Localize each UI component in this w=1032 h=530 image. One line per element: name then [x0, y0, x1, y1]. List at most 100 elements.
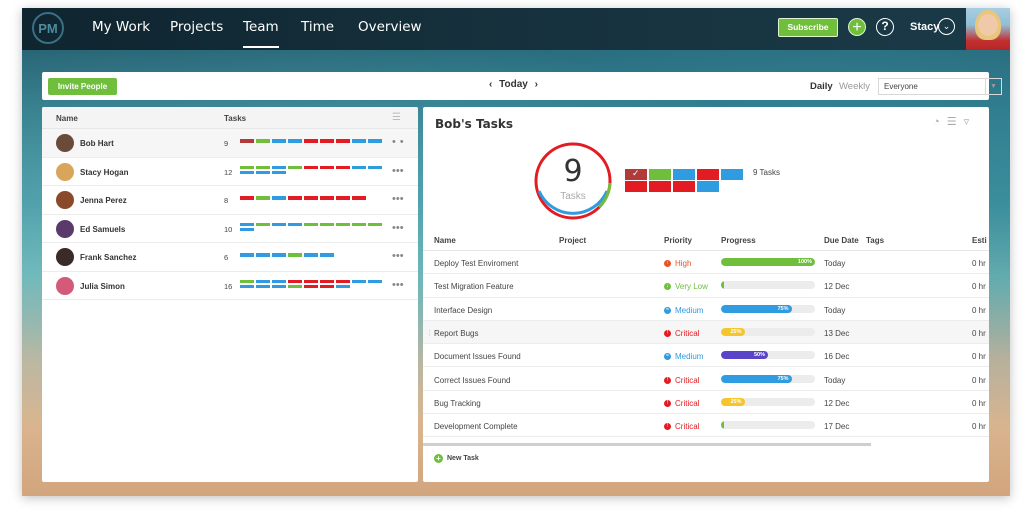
task-bar-segment	[272, 222, 286, 226]
task-priority[interactable]: ↓ Very Low	[664, 282, 708, 291]
view-daily-tab[interactable]: Daily	[810, 81, 833, 92]
col-tags[interactable]: Tags	[866, 236, 885, 245]
nav-tab-team[interactable]: Team	[243, 19, 279, 48]
task-estimate[interactable]: 0 hr	[972, 398, 986, 408]
completed-task-square[interactable]: ✓	[625, 168, 647, 180]
add-icon[interactable]: +	[848, 18, 866, 36]
task-name[interactable]: Development Complete	[434, 422, 518, 432]
task-estimate[interactable]: 0 hr	[972, 305, 986, 315]
task-name[interactable]: Deploy Test Enviroment	[434, 259, 519, 268]
task-bar-segment	[320, 139, 334, 143]
task-due-date[interactable]: Today	[824, 375, 846, 385]
task-row[interactable]: Test Migration Feature ↓ Very Low 12 Dec 0 h…	[423, 274, 989, 298]
more-options-icon[interactable]: •••	[392, 250, 404, 262]
task-name[interactable]: Test Migration Feature	[434, 282, 514, 292]
user-name[interactable]: Stacy	[910, 21, 940, 33]
task-square[interactable]	[697, 181, 719, 192]
task-square[interactable]	[697, 169, 719, 180]
task-square[interactable]	[721, 169, 743, 180]
team-member-row[interactable]: Frank Sanchez 6 •••	[42, 243, 418, 272]
team-member-row[interactable]: Julia Simon 16 •••	[42, 272, 418, 300]
more-options-icon[interactable]: •••	[392, 164, 404, 177]
task-name[interactable]: Interface Design	[434, 305, 493, 315]
task-due-date[interactable]: 17 Dec	[824, 422, 850, 432]
prev-date-icon[interactable]: ‹	[489, 79, 493, 90]
chevron-down-icon[interactable]: ▼	[985, 79, 1001, 94]
task-row[interactable]: Correct Issues Found! Critical 75% Today 0 h…	[423, 368, 989, 391]
team-member-row[interactable]: Ed Samuels 10 •••	[42, 215, 418, 243]
progress-label: 100%	[797, 259, 812, 265]
col-name[interactable]: Name	[434, 236, 456, 245]
horizontal-scrollbar[interactable]	[423, 443, 871, 446]
task-row[interactable]: Interface Design = Medium 75% Today 0 hr	[423, 298, 989, 321]
settings-sliders-icon[interactable]: ☰	[392, 112, 401, 123]
user-avatar[interactable]	[966, 8, 1010, 50]
task-square[interactable]	[649, 169, 671, 180]
new-task-button[interactable]: + New Task	[434, 454, 479, 463]
task-estimate[interactable]: 0 hr	[972, 282, 986, 292]
chevron-down-icon[interactable]: ⌄	[938, 18, 955, 35]
task-name[interactable]: Document Issues Found	[434, 352, 521, 362]
app-logo[interactable]: PM	[32, 12, 64, 44]
drag-handle-icon[interactable]: ⋮⋮	[426, 329, 440, 337]
col-estimate[interactable]: Esti	[972, 236, 987, 245]
task-square[interactable]	[673, 181, 695, 192]
task-row[interactable]: Document Issues Found = Medium 50% 16 Dec 0 h…	[423, 344, 989, 368]
task-estimate[interactable]: 0 hr	[972, 375, 986, 385]
task-row[interactable]: ⋮⋮ Report Bugs! Critical 25% 13 Dec 0 hr	[423, 320, 989, 345]
task-estimate[interactable]: 0 hr	[972, 259, 986, 268]
more-options-icon[interactable]: •••	[392, 221, 404, 234]
task-due-date[interactable]: 13 Dec	[824, 328, 850, 338]
task-priority[interactable]: = Medium	[664, 306, 703, 315]
team-member-row[interactable]: Bob Hart 9 •••	[42, 129, 418, 158]
people-filter-select[interactable]: Everyone ▼	[878, 78, 1002, 95]
task-square[interactable]	[673, 169, 695, 180]
task-priority[interactable]: ! Critical	[664, 399, 699, 408]
task-name[interactable]: Correct Issues Found	[434, 375, 511, 385]
task-estimate[interactable]: 0 hr	[972, 328, 986, 338]
col-priority[interactable]: Priority	[664, 236, 693, 245]
task-square[interactable]	[625, 181, 647, 192]
task-name[interactable]: Bug Tracking	[434, 398, 481, 408]
task-bar-segment	[240, 227, 254, 231]
task-due-date[interactable]: Today	[824, 259, 846, 268]
nav-tab-projects[interactable]: Projects	[170, 19, 224, 35]
nav-tab-time[interactable]: Time	[301, 19, 335, 35]
task-row[interactable]: Development Complete ! Critical 17 Dec 0 hr	[423, 414, 989, 438]
team-member-row[interactable]: Jenna Perez 8 •••	[42, 186, 418, 215]
task-row[interactable]: Deploy Test Enviroment ↑ High 100% Today 0 hr	[423, 251, 989, 275]
subscribe-button[interactable]: Subscribe	[778, 18, 838, 37]
help-button[interactable]: ?	[876, 18, 894, 36]
task-priority[interactable]: ! Critical	[664, 422, 699, 431]
next-date-icon[interactable]: ›	[534, 79, 538, 90]
task-due-date[interactable]: 16 Dec	[824, 352, 850, 362]
task-row[interactable]: Bug Tracking! Critical 25% 12 Dec 0 hr	[423, 391, 989, 415]
chart-icon[interactable]: ◔	[933, 116, 940, 128]
task-priority[interactable]: ! Critical	[664, 329, 699, 338]
nav-tab-my-work[interactable]: My Work	[92, 19, 151, 35]
task-priority[interactable]: ! Critical	[664, 376, 699, 385]
team-member-row[interactable]: Stacy Hogan 12 •••	[42, 158, 418, 186]
filter-icon[interactable]: ▿	[963, 116, 970, 128]
task-bar-segment	[368, 139, 382, 143]
task-due-date[interactable]: 12 Dec	[824, 398, 850, 408]
task-name[interactable]: Report Bugs	[434, 328, 479, 338]
task-due-date[interactable]: Today	[824, 305, 846, 315]
view-weekly-tab[interactable]: Weekly	[839, 81, 870, 92]
task-priority[interactable]: = Medium	[664, 352, 703, 361]
more-options-icon[interactable]: •••	[392, 278, 404, 291]
task-bar-segment	[256, 279, 270, 283]
task-estimate[interactable]: 0 hr	[972, 422, 986, 432]
invite-people-button[interactable]: Invite People	[48, 78, 117, 95]
col-due-date[interactable]: Due Date	[824, 236, 859, 245]
col-project[interactable]: Project	[559, 236, 587, 245]
more-options-icon[interactable]: •••	[392, 193, 404, 205]
task-square[interactable]	[649, 181, 671, 192]
task-priority[interactable]: ↑ High	[664, 259, 691, 268]
task-due-date[interactable]: 12 Dec	[824, 282, 850, 292]
task-estimate[interactable]: 0 hr	[972, 352, 986, 362]
col-progress[interactable]: Progress	[721, 236, 756, 245]
member-avatar	[56, 276, 74, 295]
nav-tab-overview[interactable]: Overview	[358, 19, 422, 35]
sliders-icon[interactable]: ☰	[946, 116, 957, 128]
